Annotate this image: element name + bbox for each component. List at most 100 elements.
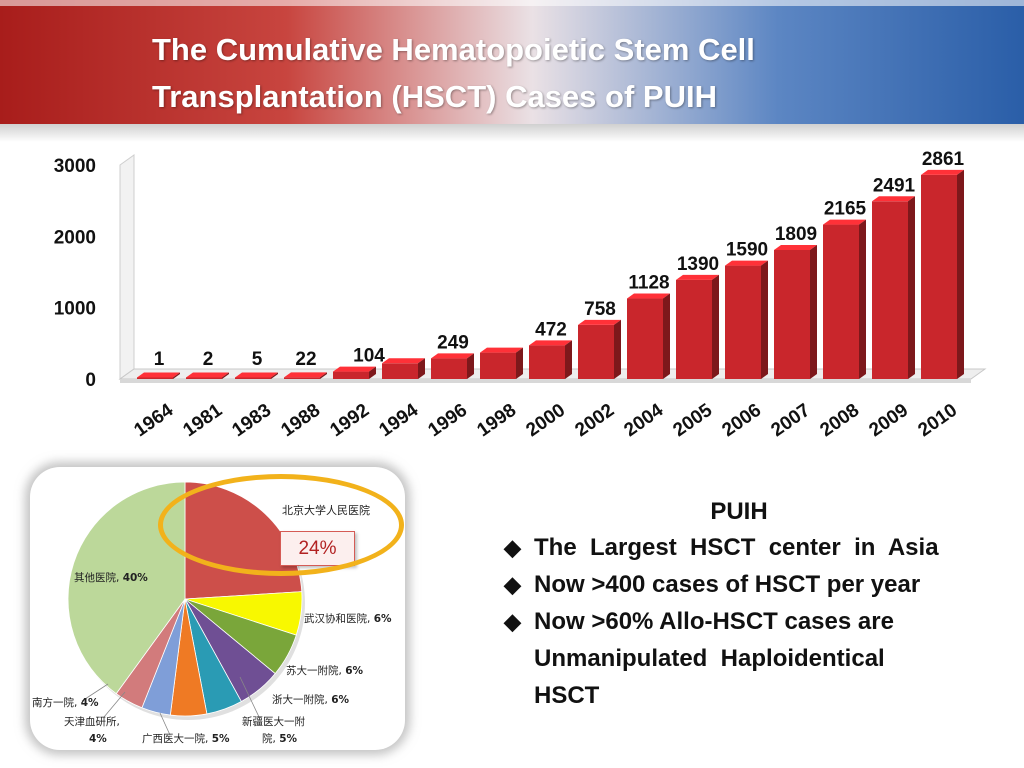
pie-label-wuhan: 武汉协和医院, 6% xyxy=(304,612,392,627)
x-tick-label: 1988 xyxy=(278,400,325,441)
bar-top xyxy=(823,219,866,225)
bar-side xyxy=(173,372,180,379)
pie-label-zheda: 浙大一附院, 6% xyxy=(272,693,349,708)
pie-label-other: 其他医院, 40% xyxy=(74,571,148,586)
bar-front xyxy=(627,298,663,379)
bar-value-label: 2165 xyxy=(824,199,867,220)
y-tick-label: 0 xyxy=(85,370,96,391)
bar-front xyxy=(529,345,565,379)
bar-front xyxy=(676,279,712,379)
pie-label-tianjin: 天津血研所, xyxy=(64,716,120,728)
bar-1996 xyxy=(431,353,474,379)
bar-front xyxy=(186,377,222,379)
bar-value-label: 2491 xyxy=(873,175,916,196)
pie-leader-line xyxy=(239,676,261,720)
bar-value-label: 249 xyxy=(437,332,469,353)
bar-value-label: 1 xyxy=(154,349,165,370)
bar-2005 xyxy=(676,274,719,379)
x-tick-label: 2010 xyxy=(915,400,962,441)
x-tick-label: 1964 xyxy=(131,400,178,442)
bar-front xyxy=(578,324,614,379)
x-tick-label: 2009 xyxy=(866,400,913,441)
bar-side xyxy=(369,366,376,379)
bar-top xyxy=(676,274,719,280)
diamond-bullet-icon: ◆ xyxy=(504,535,521,560)
x-tick-label: 2008 xyxy=(817,400,864,441)
y-tick-label: 3000 xyxy=(54,156,96,177)
y-tick-label: 1000 xyxy=(54,299,96,320)
bar-top xyxy=(529,340,572,346)
slide-title-line-2: Transplantation (HSCT) Cases of PUIH xyxy=(152,79,717,114)
bar-2004 xyxy=(627,293,670,379)
info-bullet-3: ◆ Now >60% Allo-HSCT cases are xyxy=(504,603,984,640)
bar-value-label: 2861 xyxy=(922,149,965,170)
bar-side xyxy=(614,319,621,379)
chart-back-wall xyxy=(119,154,135,380)
bar-side xyxy=(222,372,229,379)
bar-2000 xyxy=(529,340,572,379)
pie-label-zheda-name: 浙大一附院, xyxy=(272,694,328,706)
title-banner: The Cumulative Hematopoietic Stem Cell T… xyxy=(0,0,1024,124)
bar-front xyxy=(921,174,957,379)
x-tick-label: 1983 xyxy=(229,400,276,441)
bar-front xyxy=(823,224,859,379)
pie-label-xinjiang-1: 新疆医大一附 xyxy=(242,716,305,728)
bar-value-label: 22 xyxy=(295,349,316,370)
bar-top xyxy=(284,372,327,378)
bar-side xyxy=(565,340,572,379)
diamond-bullet-icon: ◆ xyxy=(504,572,521,597)
bar-top xyxy=(627,293,670,299)
info-bullet-3-text: Now >60% Allo-HSCT cases are xyxy=(534,608,894,635)
x-tick-label: 2004 xyxy=(621,400,668,442)
bar-1988 xyxy=(284,372,327,379)
bar-side xyxy=(712,274,719,379)
pie-label-guangxi-name: 广西医大一院, xyxy=(142,733,209,745)
bar-2010 xyxy=(921,169,964,379)
pie-leader-line xyxy=(81,683,109,702)
pie-label-guangxi: 广西医大一院, 5% xyxy=(142,732,230,747)
info-bullet-1: ◆ The Largest HSCT center in Asia xyxy=(504,529,984,566)
bar-1964 xyxy=(137,372,180,379)
bar-side xyxy=(320,372,327,379)
bar-side xyxy=(810,244,817,379)
diamond-bullet-icon: ◆ xyxy=(504,609,521,634)
pie-label-nanfang: 南方一院, 4% xyxy=(32,696,99,711)
bar-2009 xyxy=(872,196,915,379)
x-tick-label: 2006 xyxy=(719,400,766,441)
pie-label-guangxi-pct: 5% xyxy=(211,733,230,745)
bar-top xyxy=(921,169,964,175)
bar-top xyxy=(235,372,278,378)
bar-front xyxy=(333,371,369,379)
slide-title: The Cumulative Hematopoietic Stem Cell T… xyxy=(152,26,912,120)
bar-side xyxy=(908,196,915,379)
x-tick-label: 1981 xyxy=(180,400,227,442)
pie-leader-line xyxy=(159,712,171,736)
bar-value-label: 758 xyxy=(584,299,616,320)
pie-label-nanfang-pct: 4% xyxy=(80,697,99,709)
bar-front xyxy=(382,363,418,379)
bar-top xyxy=(382,358,425,364)
bar-top xyxy=(186,372,229,378)
bar-1983 xyxy=(235,372,278,379)
info-bullet-3-line-2: Unmanipulated Haploidentical xyxy=(534,645,885,672)
bar-side xyxy=(663,293,670,379)
bar-side xyxy=(859,219,866,379)
bar-value-label: 1809 xyxy=(775,224,817,245)
bar-value-label: 5 xyxy=(252,349,263,370)
pie-label-tianjin-pct: 4% xyxy=(89,732,107,747)
bar-2006 xyxy=(725,260,768,379)
bar-value-label: 2 xyxy=(203,349,214,370)
pie-label-wuhan-pct: 6% xyxy=(373,613,392,625)
bar-side xyxy=(271,372,278,379)
bar-value-label: 1390 xyxy=(677,254,719,275)
bar-value-label: 104 xyxy=(353,346,385,367)
bar-top xyxy=(725,260,768,266)
y-tick-label: 2000 xyxy=(54,227,96,248)
bar-top xyxy=(333,366,376,372)
chart-floor-edge xyxy=(120,379,971,383)
x-tick-label: 1996 xyxy=(425,400,472,441)
info-bullet-3-continued-2: HSCT xyxy=(504,677,984,714)
bar-top xyxy=(872,196,915,202)
pie-label-nanfang-name: 南方一院, xyxy=(32,697,78,709)
bar-front xyxy=(480,352,516,379)
